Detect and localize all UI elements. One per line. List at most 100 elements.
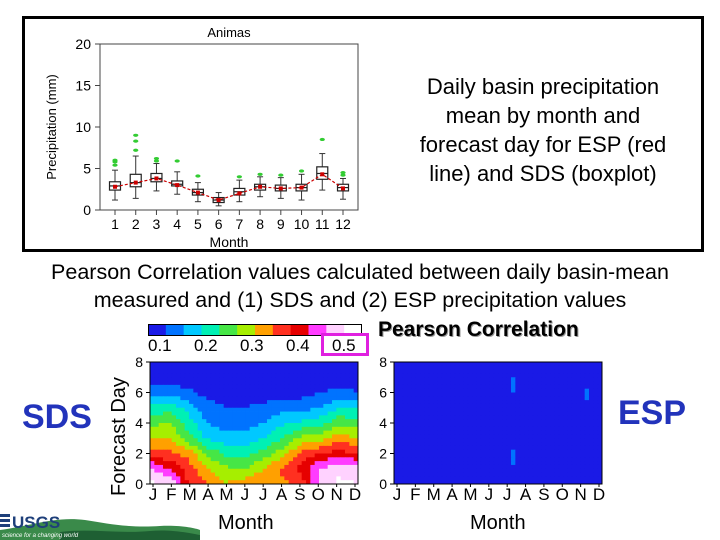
heatmap-cell — [258, 472, 264, 477]
heatmap-cell — [441, 468, 447, 473]
heatmap-cell — [280, 445, 285, 451]
heatmap-cell — [472, 377, 477, 382]
heatmap-cell — [332, 403, 337, 409]
heatmap-cell — [407, 472, 412, 477]
heatmap-cell — [563, 442, 568, 447]
heatmap-cell — [415, 369, 421, 374]
heatmap-cell — [463, 430, 469, 435]
heatmap-cell — [293, 430, 298, 435]
heatmap-cell — [171, 457, 177, 462]
heatmap-cell — [446, 468, 451, 473]
heatmap-cell — [515, 365, 521, 371]
heatmap-cell — [210, 438, 216, 443]
heatmap-cell — [249, 476, 255, 481]
heatmap-cell — [254, 392, 259, 397]
heatmap-cell — [472, 365, 477, 371]
heatmap-cell — [301, 365, 307, 371]
heatmap-cell — [258, 434, 264, 439]
heatmap-cell — [576, 453, 581, 458]
heatmap-cell — [467, 442, 473, 447]
heatmap-cell — [180, 449, 186, 454]
heatmap-cell — [476, 449, 482, 454]
heatmap-cell — [589, 365, 594, 371]
heatmap-cell — [402, 392, 408, 397]
heatmap-cell — [323, 457, 329, 462]
heatmap-cell — [232, 411, 238, 416]
heatmap-cell — [472, 362, 477, 367]
heatmap-cell — [545, 476, 551, 481]
heatmap-cell — [545, 384, 551, 390]
heatmap-cell — [463, 434, 469, 439]
heatmap-cell — [515, 384, 521, 390]
heatmap-cell — [219, 377, 225, 382]
heatmap-cell — [454, 377, 460, 382]
heatmap-cell — [223, 411, 229, 416]
heatmap-cell — [584, 426, 590, 432]
heatmap-cell — [241, 388, 246, 393]
heatmap-cell — [349, 377, 355, 382]
heatmap-cell — [498, 369, 503, 374]
heatmap-cell — [407, 457, 412, 462]
heatmap-cell — [314, 365, 320, 371]
heatmap-cell — [293, 400, 298, 405]
heatmap-cell — [275, 464, 281, 470]
heatmap-cell — [532, 453, 538, 458]
heatmap-cell — [215, 445, 220, 451]
heatmap-cell — [446, 423, 451, 428]
heatmap-cell — [454, 373, 460, 378]
heatmap-cell — [236, 403, 242, 409]
heatmap-cell — [301, 426, 307, 432]
heatmap-cell — [150, 407, 155, 412]
x-tick-label: J — [503, 485, 512, 504]
heatmap-cell — [424, 384, 430, 390]
heatmap-cell — [532, 407, 538, 412]
heatmap-cell — [532, 362, 538, 367]
heatmap-cell — [515, 476, 521, 481]
heatmap-cell — [541, 411, 547, 416]
heatmap-cell — [476, 457, 482, 462]
heatmap-cell — [219, 415, 225, 420]
heatmap-cell — [327, 442, 333, 447]
heatmap-cell — [163, 449, 168, 454]
heatmap-cell — [589, 388, 594, 393]
heatmap-cell — [167, 419, 173, 424]
heatmap-cell — [293, 445, 298, 451]
heatmap-cell — [293, 369, 298, 374]
heatmap-cell — [353, 396, 359, 401]
heatmap-cell — [189, 365, 194, 371]
x-tick-label: 9 — [277, 216, 285, 232]
heatmap-cell — [310, 407, 316, 412]
heatmap-cell — [219, 407, 225, 412]
heatmap-cell — [550, 423, 555, 428]
heatmap-cell — [262, 423, 268, 428]
heatmap-cell — [345, 411, 350, 416]
heatmap-cell — [545, 442, 551, 447]
heatmap-cell — [284, 411, 290, 416]
heatmap-cell — [223, 362, 229, 367]
heatmap-cell — [428, 403, 434, 409]
heatmap-cell — [493, 445, 499, 451]
heatmap-cell — [171, 365, 177, 371]
heatmap-cell — [502, 403, 508, 409]
heatmap-cell — [293, 468, 298, 473]
heatmap-cell — [515, 453, 521, 458]
heatmap-cell — [189, 381, 194, 386]
heatmap-cell — [420, 468, 425, 473]
heatmap-cell — [450, 373, 456, 378]
box-outlier — [174, 159, 180, 163]
heatmap-cell — [353, 381, 359, 386]
heatmap-cell — [454, 384, 460, 390]
heatmap-cell — [558, 419, 564, 424]
heatmap-cell — [254, 419, 259, 424]
heatmap-cell — [480, 373, 486, 378]
heatmap-cell — [580, 369, 586, 374]
heatmap-cell — [271, 388, 277, 393]
x-tick-label: S — [294, 485, 305, 504]
heatmap-cell — [345, 480, 350, 485]
description-line-2: mean by month and — [445, 103, 641, 128]
heatmap-cell — [593, 411, 599, 416]
heatmap-cell — [489, 384, 495, 390]
heatmap-cell — [580, 457, 586, 462]
heatmap-cell — [197, 377, 203, 382]
heatmap-cell — [532, 476, 538, 481]
